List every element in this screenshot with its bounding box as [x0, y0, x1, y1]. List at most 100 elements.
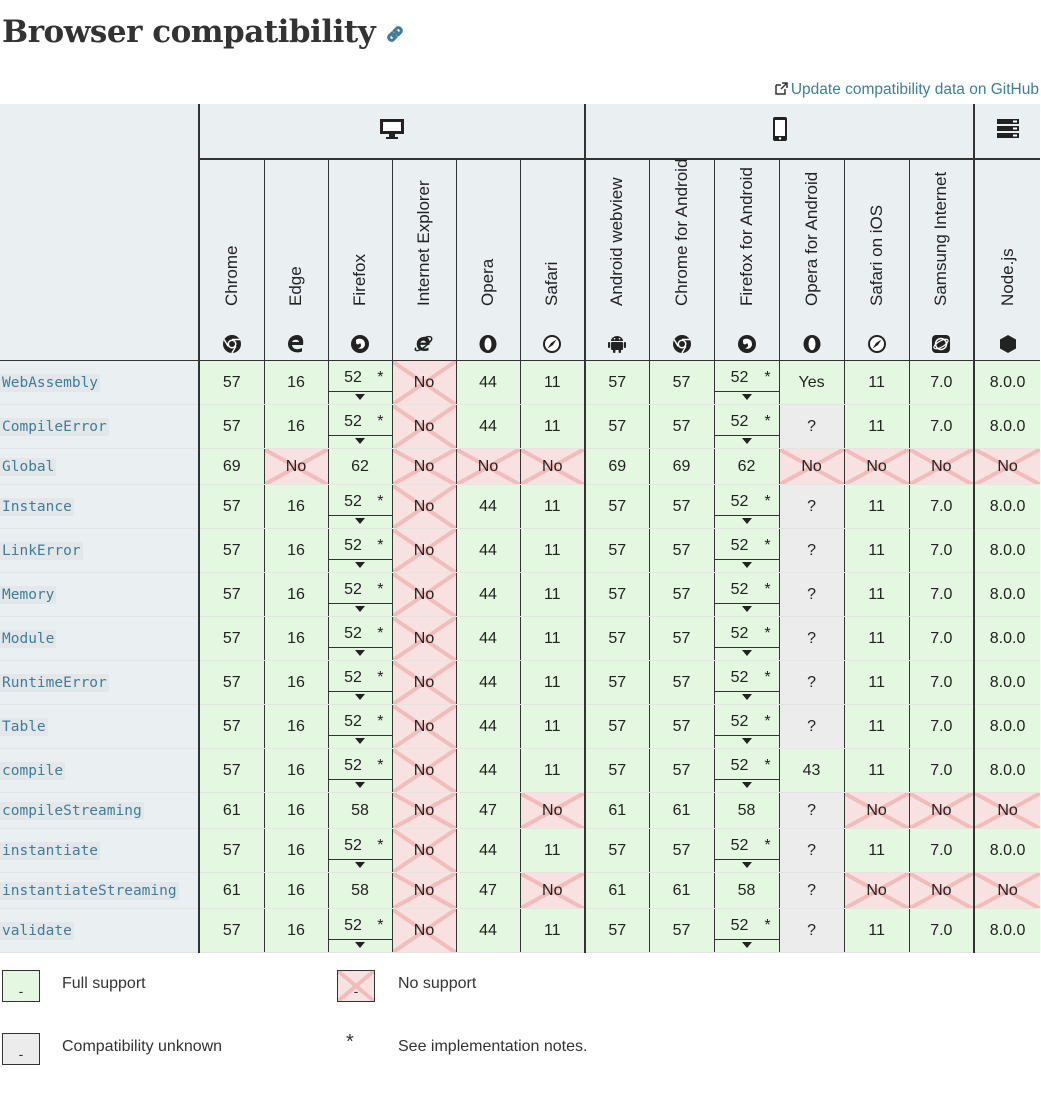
expand-notes-toggle[interactable] [714, 859, 779, 872]
support-value: ? [807, 417, 817, 435]
full-support-cell-with-notes[interactable]: 52 * [327, 908, 392, 953]
full-support-cell-with-notes[interactable]: 52 * [713, 908, 780, 953]
full-support-cell-with-notes[interactable]: 52 * [327, 704, 392, 749]
notes-asterisk-icon: * [377, 537, 384, 554]
support-value: 44 [479, 585, 497, 603]
no-support-cell: No [908, 872, 975, 909]
expand-notes-toggle[interactable] [328, 859, 392, 872]
full-support-cell: 11 [519, 616, 586, 661]
support-value: 7.0 [930, 921, 953, 939]
expand-notes-toggle[interactable] [328, 647, 392, 660]
permalink-icon[interactable] [383, 22, 407, 46]
expand-notes-toggle[interactable] [328, 559, 392, 572]
feature-link[interactable]: WebAssembly [0, 373, 101, 392]
no-support-cell: No [908, 448, 975, 485]
expand-notes-toggle[interactable] [328, 779, 392, 792]
expand-notes-toggle[interactable] [328, 603, 392, 616]
support-value: 57 [608, 417, 627, 435]
expand-notes-toggle[interactable] [328, 435, 392, 448]
full-support-cell-with-notes[interactable]: 52 * [327, 616, 392, 661]
support-value: 16 [287, 417, 305, 435]
feature-name-cell: Memory [0, 572, 200, 617]
support-value: 16 [287, 921, 305, 939]
full-support-cell: 61 [648, 872, 715, 909]
browser-header-edge: Edge [263, 159, 328, 361]
full-support-cell-with-notes[interactable]: 52 * [327, 572, 392, 617]
expand-notes-toggle[interactable] [714, 735, 779, 748]
caret-down-icon [741, 782, 752, 788]
expand-notes-toggle[interactable] [714, 603, 779, 616]
feature-link[interactable]: Table [0, 717, 48, 736]
full-support-cell-with-notes[interactable]: 52 * [713, 748, 780, 793]
feature-link[interactable]: Memory [0, 585, 57, 604]
support-value: No [413, 801, 435, 819]
expand-notes-toggle[interactable] [714, 691, 779, 704]
legend-no-label: No support [398, 975, 477, 992]
feature-link[interactable]: instantiateStreaming [0, 881, 179, 900]
expand-notes-toggle[interactable] [714, 647, 779, 660]
feature-link[interactable]: Global [0, 457, 57, 476]
expand-notes-toggle[interactable] [714, 435, 779, 448]
full-support-cell: 16 [263, 660, 328, 705]
expand-notes-toggle[interactable] [328, 391, 392, 404]
full-support-cell-with-notes[interactable]: 52 * [713, 404, 780, 449]
expand-notes-toggle[interactable] [714, 391, 779, 404]
feature-link[interactable]: Module [0, 629, 57, 648]
support-value: ? [807, 801, 817, 819]
full-support-cell: 57 [198, 828, 264, 873]
expand-notes-toggle[interactable] [328, 691, 392, 704]
full-support-cell-with-notes[interactable]: 52 * [713, 704, 780, 749]
support-value: No [413, 841, 435, 859]
support-value: 43 [802, 761, 821, 779]
expand-notes-toggle[interactable] [328, 939, 392, 952]
notes-asterisk-icon: * [377, 625, 384, 642]
notes-asterisk-icon: * [764, 917, 771, 934]
expand-notes-toggle[interactable] [328, 735, 392, 748]
full-support-cell-with-notes[interactable]: 52 * [327, 404, 392, 449]
browser-header-opera: Opera [455, 159, 520, 361]
full-support-cell-with-notes[interactable]: 52 * [327, 360, 392, 405]
caret-down-icon [741, 394, 752, 400]
full-support-cell-with-notes[interactable]: 52 * [713, 360, 780, 405]
expand-notes-toggle[interactable] [714, 515, 779, 528]
feature-link[interactable]: compile [0, 761, 66, 780]
feature-name-cell: validate [0, 908, 200, 953]
feature-link[interactable]: RuntimeError [0, 673, 109, 692]
full-support-cell-with-notes[interactable]: 52 * [327, 484, 392, 529]
unknown-support-cell: ? [778, 792, 845, 829]
full-support-cell-with-notes[interactable]: 52 * [327, 528, 392, 573]
no-support-cell: No [391, 360, 456, 405]
feature-link[interactable]: CompileError [0, 417, 109, 436]
full-support-cell-with-notes[interactable]: 52 * [327, 660, 392, 705]
browser-name: Node.js [997, 248, 1017, 306]
feature-link[interactable]: instantiate [0, 841, 101, 860]
full-support-cell-with-notes[interactable]: 52 * [713, 616, 780, 661]
feature-link[interactable]: compileStreaming [0, 801, 144, 820]
full-support-cell-with-notes[interactable]: 52 * [713, 484, 780, 529]
support-value: 57 [222, 497, 241, 515]
notes-asterisk-icon: * [764, 413, 771, 430]
feature-link[interactable]: Instance [0, 497, 74, 516]
full-support-cell-with-notes[interactable]: 52 * [713, 572, 780, 617]
table-row: compile 57 16 52 * No 44 11 57 57 52 * 43 11 7.0 8.0.0 [0, 748, 1041, 793]
expand-notes-toggle[interactable] [714, 779, 779, 792]
full-support-cell: 57 [648, 484, 715, 529]
full-support-cell-with-notes[interactable]: 52 * [713, 528, 780, 573]
full-support-cell-with-notes[interactable]: 52 * [713, 828, 780, 873]
expand-notes-toggle[interactable] [714, 939, 779, 952]
feature-link[interactable]: validate [0, 921, 74, 940]
update-github-link[interactable]: Update compatibility data on GitHub [775, 81, 1039, 99]
no-support-cell: No [391, 484, 456, 529]
support-value: No [801, 457, 822, 475]
expand-notes-toggle[interactable] [328, 515, 392, 528]
expand-notes-toggle[interactable] [714, 559, 779, 572]
full-support-cell-with-notes[interactable]: 52 * [327, 828, 392, 873]
full-support-cell-with-notes[interactable]: 52 * [327, 748, 392, 793]
table-row: Instance 57 16 52 * No 44 11 57 57 52 *? 11 7.0 8.0.0 [0, 484, 1041, 529]
full-support-cell-with-notes[interactable]: 52 * [713, 660, 780, 705]
support-value: 11 [543, 417, 561, 435]
support-value: 44 [479, 629, 497, 647]
feature-link[interactable]: LinkError [0, 541, 83, 560]
full-support-cell: 44 [455, 704, 520, 749]
support-value: 57 [608, 921, 627, 939]
